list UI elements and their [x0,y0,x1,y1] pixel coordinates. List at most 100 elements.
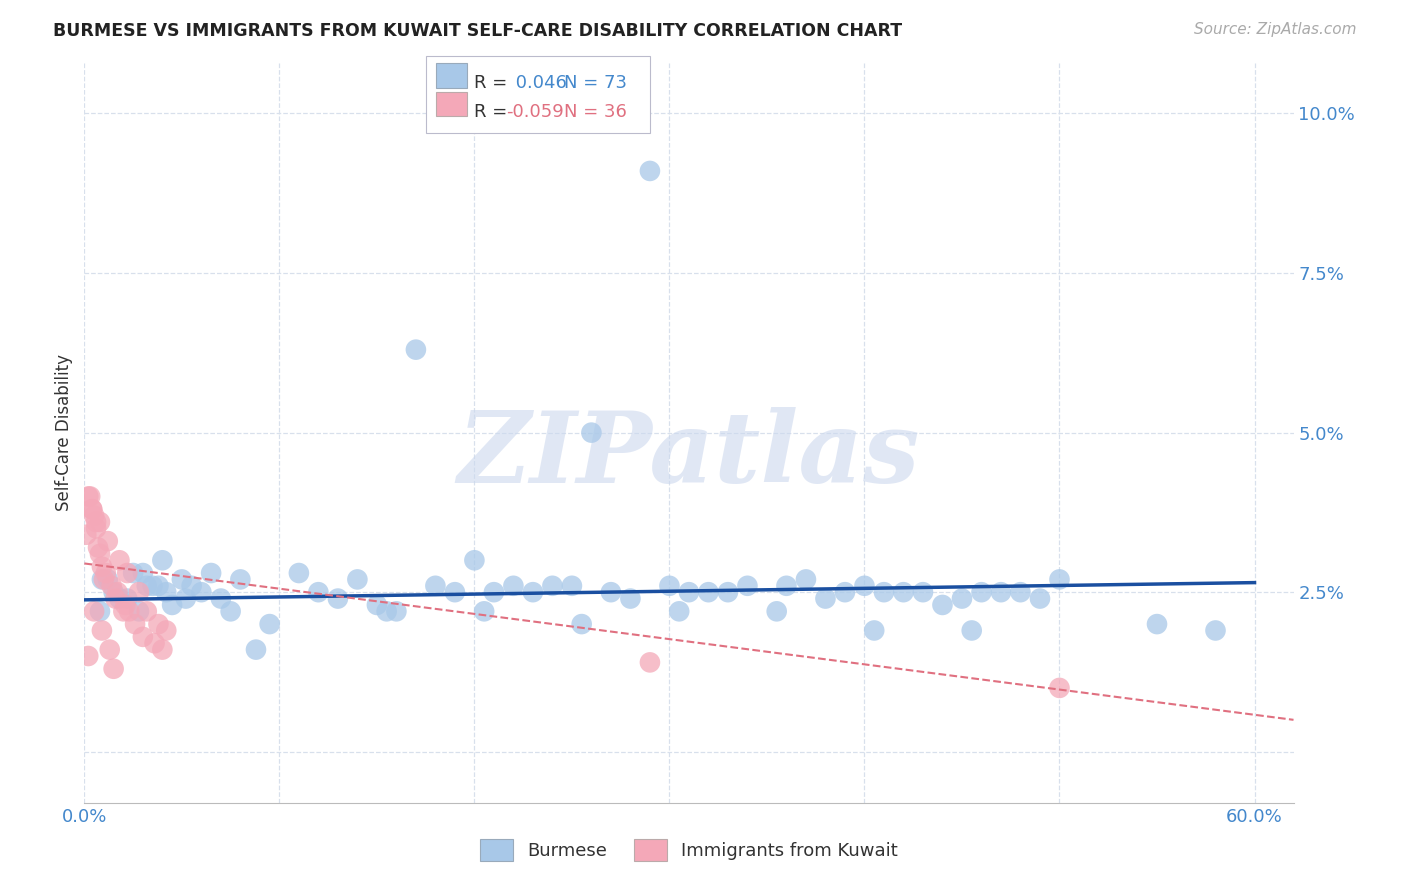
Point [678,585,700,599]
Point [931,598,953,612]
Point [259,617,281,632]
Point [97,534,120,549]
Point [638,164,661,178]
Point [658,579,681,593]
Point [561,579,583,593]
Point [128,585,150,599]
Point [697,585,720,599]
Point [75,527,97,541]
Point [1049,681,1071,695]
Point [366,598,388,612]
Point [522,585,544,599]
Point [83,508,105,523]
Point [114,598,136,612]
Point [124,617,146,632]
Text: N = 36: N = 36 [564,103,627,120]
Point [148,617,170,632]
Point [122,566,145,580]
Text: 0.046: 0.046 [510,74,567,92]
Point [103,662,125,676]
Point [98,642,121,657]
Point [814,591,837,606]
Point [200,566,222,580]
Point [103,585,125,599]
Point [128,604,150,618]
Point [84,515,107,529]
Point [405,343,427,357]
Y-axis label: Self-Care Disability: Self-Care Disability [55,354,73,511]
Point [950,591,973,606]
Point [82,502,104,516]
Point [142,579,165,593]
Point [600,585,623,599]
Point [668,604,690,618]
Point [375,604,398,618]
Point [960,624,983,638]
Point [160,598,183,612]
Point [117,591,139,606]
Point [87,541,110,555]
Point [245,642,267,657]
Point [117,566,139,580]
Point [571,617,593,632]
Point [463,553,485,567]
Point [834,585,856,599]
Point [853,579,876,593]
Point [638,656,661,670]
Point [108,553,131,567]
Point [93,573,115,587]
Point [541,579,564,593]
Point [765,604,787,618]
Point [1205,624,1227,638]
Text: Source: ZipAtlas.com: Source: ZipAtlas.com [1194,22,1357,37]
Point [502,579,524,593]
Point [82,502,104,516]
Point [385,604,408,618]
Text: -0.059: -0.059 [506,103,564,120]
Point [107,585,129,599]
Point [77,648,100,663]
Point [83,604,105,618]
Point [190,585,212,599]
Point [150,553,173,567]
Point [990,585,1012,599]
Point [150,642,173,657]
Text: R =: R = [474,103,513,120]
Point [132,630,155,644]
Point [155,585,177,599]
Point [873,585,896,599]
Point [143,636,166,650]
Text: N = 73: N = 73 [564,74,627,92]
Text: R =: R = [474,74,513,92]
Point [1010,585,1032,599]
Point [97,573,120,587]
Point [90,624,112,638]
Point [581,425,603,440]
Point [108,591,131,606]
Legend: Burmese, Immigrants from Kuwait: Burmese, Immigrants from Kuwait [472,831,905,868]
Point [794,573,817,587]
Point [84,521,107,535]
Point [90,573,112,587]
Point [148,579,170,593]
Point [209,591,232,606]
Point [472,604,495,618]
Point [219,604,242,618]
Point [229,573,252,587]
Point [180,579,202,593]
Point [619,591,641,606]
Text: BURMESE VS IMMIGRANTS FROM KUWAIT SELF-CARE DISABILITY CORRELATION CHART: BURMESE VS IMMIGRANTS FROM KUWAIT SELF-C… [53,22,903,40]
Point [307,585,329,599]
Point [1146,617,1168,632]
Point [132,566,155,580]
Point [100,579,122,593]
Point [155,624,177,638]
Point [346,573,368,587]
Point [970,585,993,599]
Point [135,604,157,618]
Point [326,591,349,606]
Point [911,585,934,599]
Point [288,566,311,580]
Point [89,547,111,561]
Point [893,585,915,599]
